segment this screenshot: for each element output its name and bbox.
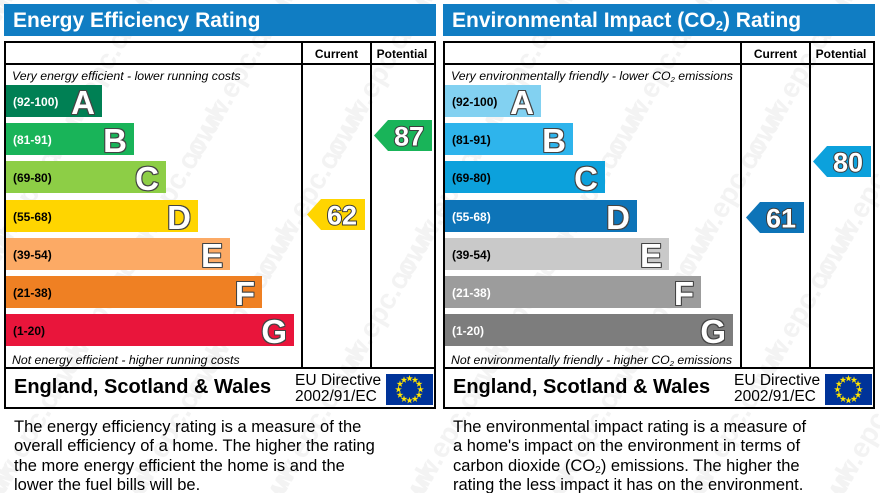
svg-text:61: 61 [766, 203, 796, 233]
svg-text:87: 87 [394, 121, 424, 151]
svg-text:62: 62 [327, 200, 357, 230]
svg-text:80: 80 [833, 147, 863, 177]
